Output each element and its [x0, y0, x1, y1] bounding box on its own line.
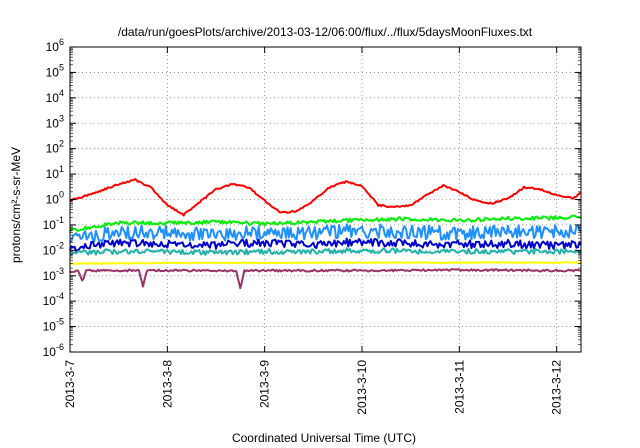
y-axis-label: protons/cm²-s-sr-MeV — [9, 147, 23, 263]
y-tick-label: 100 — [46, 190, 64, 207]
chart-title: /data/run/goesPlots/archive/2013-03-12/0… — [118, 25, 533, 39]
series-line — [69, 237, 582, 253]
y-tick-label: 103 — [46, 113, 64, 130]
y-tick-label: 10-6 — [43, 342, 64, 359]
y-tick-label: 105 — [46, 62, 64, 79]
x-tick-label: 2013-3-12 — [550, 360, 564, 415]
series-line — [69, 261, 582, 265]
series-line — [69, 268, 581, 290]
x-tick-label: 2013-3-7 — [63, 360, 77, 408]
y-tick-label: 10-5 — [43, 317, 64, 334]
x-tick-label: 2013-3-10 — [355, 360, 369, 415]
y-tick-label: 10-4 — [43, 291, 64, 308]
y-tick-label: 104 — [46, 88, 64, 105]
series-line — [69, 223, 582, 243]
y-axis: 10-6 10-5 10-4 10-3 10-2 10-1 100 101 102 103 104 1… — [43, 37, 581, 359]
series-line — [69, 247, 582, 256]
x-axis: 2013-3-7 2013-3-8 2013-3-9 2013-3-10 2013-3-… — [63, 47, 564, 415]
y-tick-label: 10-3 — [43, 266, 64, 283]
y-tick-label: 10-2 — [43, 240, 64, 257]
y-tick-label: 106 — [46, 37, 64, 54]
series-line — [69, 214, 582, 233]
x-tick-label: 2013-3-8 — [160, 360, 174, 408]
y-tick-label: 102 — [46, 139, 64, 156]
x-tick-label: 2013-3-9 — [258, 360, 272, 408]
series-layer — [69, 178, 582, 290]
series-line — [69, 178, 582, 217]
x-tick-label: 2013-3-11 — [452, 360, 466, 414]
y-tick-label: 101 — [46, 164, 64, 181]
x-axis-label: Coordinated Universal Time (UTC) — [232, 431, 416, 445]
y-tick-label: 10-1 — [43, 215, 64, 232]
